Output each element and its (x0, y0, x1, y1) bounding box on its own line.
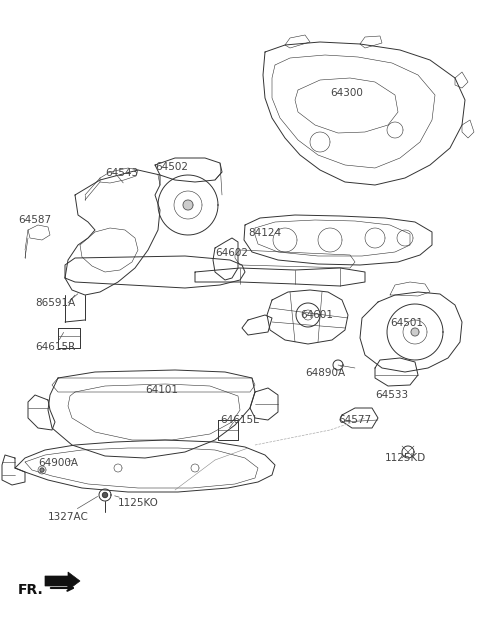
Text: 64900A: 64900A (38, 458, 78, 468)
Polygon shape (183, 200, 193, 210)
Text: 64543: 64543 (105, 168, 138, 178)
Text: 1125KD: 1125KD (385, 453, 426, 463)
Polygon shape (40, 468, 44, 472)
Text: 64533: 64533 (375, 390, 408, 400)
Text: 64300: 64300 (330, 88, 363, 98)
Text: 1327AC: 1327AC (48, 512, 89, 522)
Text: 86591A: 86591A (35, 298, 75, 308)
Text: 84124: 84124 (248, 228, 281, 238)
Polygon shape (411, 328, 419, 336)
Text: 64587: 64587 (18, 215, 51, 225)
Text: 64615L: 64615L (220, 415, 259, 425)
Text: 1125KO: 1125KO (118, 498, 159, 508)
Text: 64501: 64501 (390, 318, 423, 328)
Polygon shape (45, 572, 80, 590)
Text: 64615R: 64615R (35, 342, 75, 352)
Text: FR.: FR. (18, 583, 44, 597)
Text: 64101: 64101 (145, 385, 178, 395)
Text: 64601: 64601 (300, 310, 333, 320)
Polygon shape (103, 493, 108, 498)
Text: 64502: 64502 (155, 162, 188, 172)
Text: 64602: 64602 (215, 248, 248, 258)
Text: 64577: 64577 (338, 415, 371, 425)
Text: 64890A: 64890A (305, 368, 345, 378)
